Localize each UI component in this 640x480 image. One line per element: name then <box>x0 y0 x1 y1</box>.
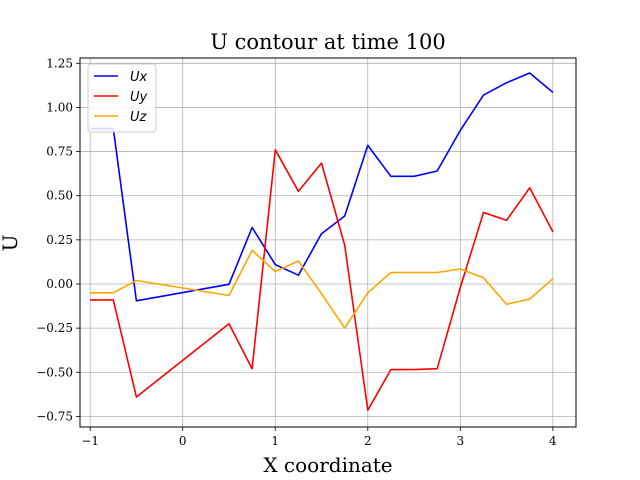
legend: Ux Uy Uz <box>87 63 157 133</box>
chart-title: U contour at time 100 <box>210 30 446 54</box>
x-tick-label: 0 <box>179 434 187 448</box>
x-tick-label: −1 <box>81 434 99 448</box>
y-tick-label: 1.00 <box>46 100 73 114</box>
legend-label-ux: Ux <box>130 70 148 85</box>
y-tick-label: 0.00 <box>46 277 73 291</box>
y-tick-label: 1.25 <box>46 56 73 70</box>
x-tick-label: 3 <box>457 434 465 448</box>
series-line-ux <box>90 72 554 302</box>
x-axis-title: X coordinate <box>263 453 392 477</box>
x-tick-label: 1 <box>271 434 279 448</box>
y-tick-label: −0.25 <box>36 321 73 335</box>
y-axis-title: U <box>0 235 22 252</box>
legend-frame <box>87 63 157 133</box>
series-line-uz <box>90 249 554 329</box>
y-tick-label: 0.75 <box>46 145 73 159</box>
x-tick-label: 4 <box>549 434 557 448</box>
series-line-uy <box>90 149 554 412</box>
y-tick-label: 0.25 <box>46 233 73 247</box>
plot-frame <box>79 57 577 428</box>
ticks: −1 0 1 2 3 4 −0.75 −0.50 −0.25 0.00 0.25 0.50 0.75 1.… <box>36 56 557 448</box>
x-tick-label: 2 <box>364 434 372 448</box>
legend-label-uz: Uz <box>130 110 148 125</box>
series-lines <box>90 72 554 412</box>
y-tick-label: 0.50 <box>46 189 73 203</box>
y-tick-label: −0.75 <box>36 409 73 423</box>
legend-label-uy: Uy <box>130 90 148 105</box>
y-tick-label: −0.50 <box>36 365 73 379</box>
grid <box>80 58 576 427</box>
